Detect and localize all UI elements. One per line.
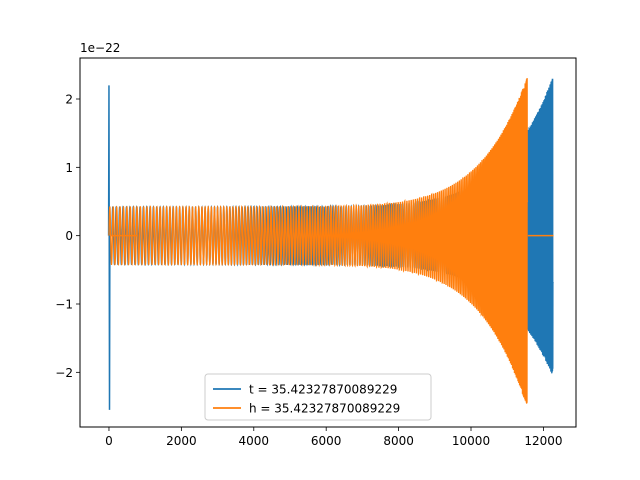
y-tick-label: −2 bbox=[55, 366, 73, 380]
series-1 bbox=[108, 78, 554, 404]
x-tick-label: 8000 bbox=[383, 434, 414, 448]
x-tick-label: 0 bbox=[105, 434, 113, 448]
x-tick-label: 10000 bbox=[452, 434, 490, 448]
x-tick-label: 4000 bbox=[239, 434, 270, 448]
legend-entry-label: h = 35.42327870089229 bbox=[249, 402, 400, 416]
x-tick-label: 12000 bbox=[524, 434, 562, 448]
y-tick-label: 2 bbox=[65, 93, 73, 107]
plot-frame bbox=[79, 57, 577, 428]
y-tick-label: 1 bbox=[65, 161, 73, 175]
y-tick-label: 0 bbox=[65, 229, 73, 243]
y-tick-label: −1 bbox=[55, 298, 73, 312]
y-axis: −2 −1 0 1 2 bbox=[55, 93, 80, 380]
y-offset-label: 1e−22 bbox=[80, 41, 120, 55]
series-burst-line bbox=[107, 85, 111, 410]
x-tick-label: 2000 bbox=[166, 434, 197, 448]
x-tick-label: 6000 bbox=[311, 434, 342, 448]
legend-box bbox=[204, 373, 432, 421]
legend: t = 35.42327870089229 h = 35.423278700892… bbox=[204, 373, 432, 421]
legend-entry-label: t = 35.42327870089229 bbox=[249, 383, 397, 397]
series-layer bbox=[107, 78, 554, 410]
x-axis: 0 2000 4000 6000 8000 10000 12000 bbox=[105, 427, 563, 448]
series-line bbox=[108, 78, 529, 404]
